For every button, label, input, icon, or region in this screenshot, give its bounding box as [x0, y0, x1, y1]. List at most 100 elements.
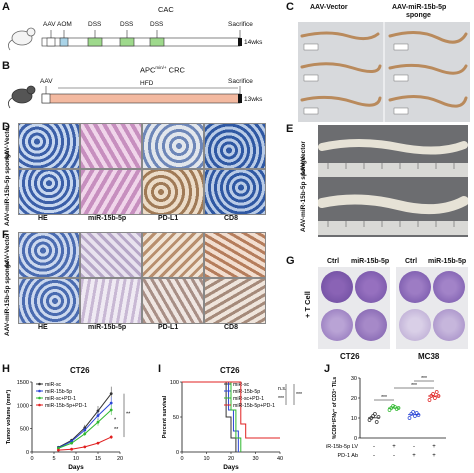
sig-label: ***	[278, 396, 284, 402]
y-tick-label: 1500	[17, 380, 29, 386]
x-tick-label: 0	[30, 456, 33, 462]
condition-sign: -	[373, 453, 375, 459]
panel-e-row-sponge: AAV-miR-15b-5p sponge	[300, 156, 307, 232]
panel-a-timeline	[8, 27, 242, 51]
panel-i-title: CT26	[220, 366, 240, 375]
panel-f-col-cd8: CD8	[224, 324, 239, 331]
y-tick-label: 0	[354, 436, 357, 442]
y-tick-label: 10	[351, 416, 357, 422]
y-tick-label: 0	[176, 450, 179, 456]
condition-sign: -	[393, 453, 395, 459]
panel-g-col-ctrl-1: Ctrl	[327, 258, 340, 265]
marker-aom: AOM	[57, 21, 72, 28]
histology-d-pdl1-sponge	[142, 169, 204, 215]
data-point	[376, 415, 381, 419]
histology-f-mir-vector	[80, 232, 142, 278]
x-tick-label: 20	[117, 456, 123, 462]
y-tick-label: 0	[26, 450, 29, 456]
histology-f-cd8-vector	[204, 232, 266, 278]
condition-sign: +	[412, 453, 416, 459]
panel-d-col-he: HE	[38, 215, 48, 222]
data-point	[393, 405, 397, 409]
condition-row-label: miR-15b-5p LV	[326, 444, 358, 450]
data-point	[389, 406, 394, 410]
data-point	[109, 408, 113, 412]
marker-dss-1: DSS	[88, 21, 102, 28]
data-point	[96, 441, 100, 445]
data-point	[374, 420, 379, 424]
panel-h-title: CT26	[70, 366, 90, 375]
data-point	[396, 406, 401, 410]
data-point	[96, 420, 100, 424]
well-plate-ct26	[318, 267, 390, 349]
data-point	[83, 428, 87, 432]
legend-label: miR-sc+PD-1	[233, 396, 264, 402]
condition-row-label: PD-1 Ab	[338, 453, 358, 459]
histology-d-mir-sponge	[80, 169, 142, 215]
legend-marker	[38, 403, 41, 407]
y-tick-label: 20	[351, 396, 357, 402]
chart-h-tumor-volume: 0 500 1000 1500 0 5 10 15 20 Days Tumor volume (mm…	[5, 380, 131, 471]
panel-label-e: E	[286, 123, 294, 135]
panel-g-line-mc38: MC38	[418, 352, 440, 361]
panel-f-col-pdl1: PD-L1	[158, 324, 179, 331]
marker-b-sacrifice: Sacrifice	[228, 78, 253, 85]
x-axis-label: Days	[223, 464, 239, 471]
x-tick-label: 20	[228, 456, 234, 462]
panel-f-row-sponge: AAV-miR-15b-5p sponge	[4, 260, 11, 336]
well-ct26-ctrl-2	[321, 309, 353, 341]
legend-label: miR-15b-5p	[233, 389, 260, 395]
panel-f-col-he: HE	[38, 324, 48, 331]
x-axis-label: Days	[68, 464, 84, 471]
x-tick-label: 30	[252, 456, 258, 462]
panel-a-end: 14wks	[244, 39, 263, 46]
colon-photo-grid	[300, 22, 468, 122]
sig-label: **	[114, 427, 119, 433]
data-point	[96, 409, 100, 413]
well-ct26-mir-2	[355, 309, 387, 341]
panel-f-col-mir: miR-15b-5p	[88, 324, 127, 331]
condition-sign: -	[373, 444, 375, 450]
panel-e-photos	[317, 125, 469, 237]
panel-c-group-vector: AAV-Vector	[310, 4, 348, 11]
data-point	[394, 407, 399, 411]
data-point	[416, 413, 421, 417]
histology-f-pdl1-vector	[142, 232, 204, 278]
x-tick-label: 10	[73, 456, 79, 462]
panel-b-end: 13wks	[244, 96, 263, 103]
well-mc38-mir-1	[433, 271, 465, 303]
data-point	[96, 414, 100, 417]
data-point	[373, 412, 377, 416]
legend-label: miR-15b-5p	[45, 389, 72, 395]
legend-label: miR-sc+PD-1	[45, 396, 76, 402]
marker-aav: AAV	[43, 21, 56, 28]
panel-c-group-sponge-2: sponge	[406, 12, 431, 19]
y-tick-label: 500	[20, 427, 29, 433]
data-point	[109, 435, 113, 439]
well-ct26-ctrl-1	[321, 271, 353, 303]
data-point	[109, 392, 113, 396]
data-point	[70, 447, 73, 451]
y-tick-label: 1000	[17, 403, 29, 409]
data-point	[57, 448, 60, 452]
panel-label-i: I	[158, 363, 162, 375]
chart-j-cd8-ifng: 0 10 20 30 %CD8⁺IFNγ⁺ of CD3⁺ TILs *** *** *** m…	[326, 376, 446, 459]
panel-d-col-pdl1: PD-L1	[158, 215, 179, 222]
panel-g-col-mir-1: miR-15b-5p	[351, 258, 390, 265]
histology-f-mir-sponge	[80, 278, 142, 324]
marker-hfd: HFD	[140, 80, 154, 87]
y-tick-label: 100	[170, 380, 179, 386]
panel-b-timeline	[8, 85, 242, 109]
y-axis-label: Percent survival	[162, 395, 168, 438]
data-point	[436, 394, 441, 398]
panel-d-row-sponge: AAV-miR-15b-5p sponge	[4, 150, 11, 226]
sig-label: ***	[421, 376, 427, 382]
panel-d-col-mir: miR-15b-5p	[88, 215, 127, 222]
condition-sign: +	[432, 444, 436, 450]
data-point	[434, 390, 439, 394]
x-tick-label: 0	[180, 456, 183, 462]
sig-label: ***	[381, 395, 387, 401]
legend-marker	[38, 389, 41, 393]
condition-sign: -	[413, 444, 415, 450]
histology-d-mir-vector	[80, 123, 142, 169]
